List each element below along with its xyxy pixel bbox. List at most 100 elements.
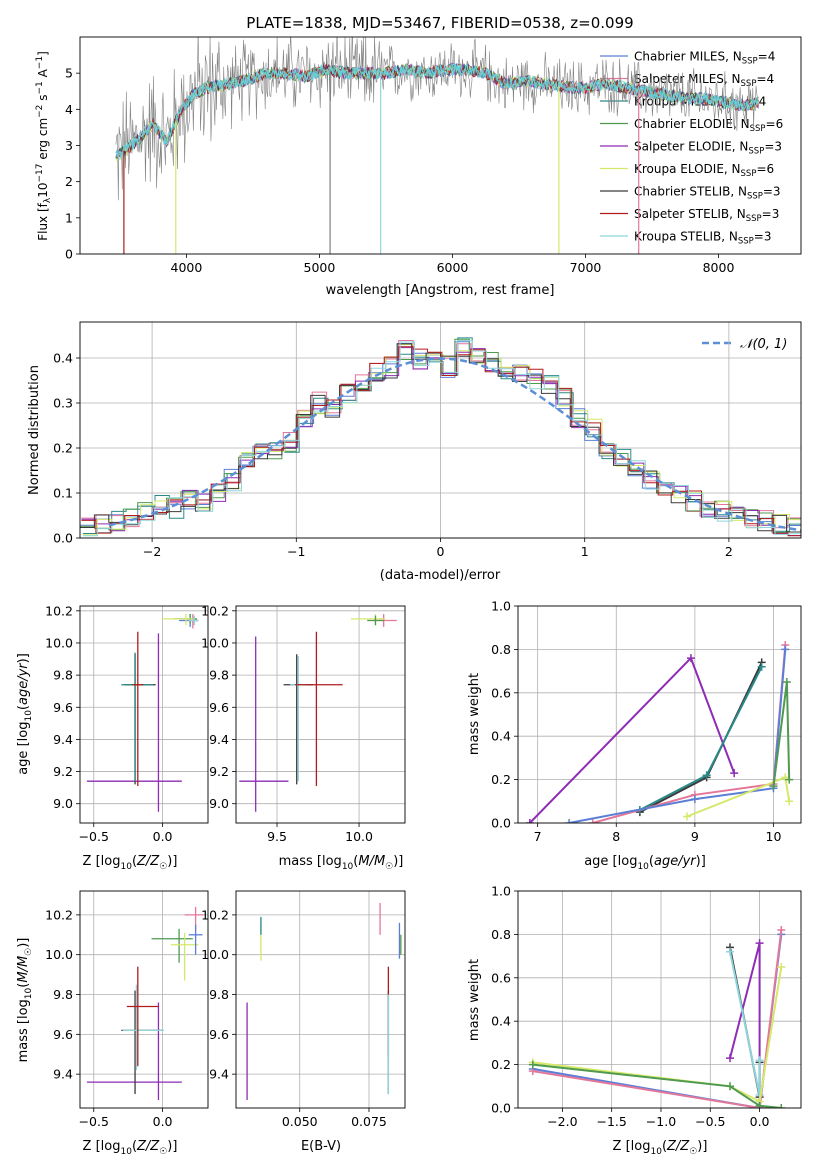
mw_age-ytick-label: 0.4 <box>491 729 511 744</box>
age_Z-ytick-label: 9.0 <box>53 796 73 811</box>
flux-plot-area <box>115 37 759 254</box>
age_mass-axes: 9.5 10.0 9.0 9.2 9.4 9.6 9.8 10.0 10.2 <box>201 603 406 844</box>
ageMass-xlabel: mass [log10(M/M☉)] <box>279 854 404 872</box>
mw_age-plot-area <box>525 641 794 823</box>
flux-legend-label: Chabrier STELIB, NSSP=3 <box>634 185 781 202</box>
hist-xtick-label: 2 <box>725 544 733 559</box>
mass_ebv-ytick-label: 10.0 <box>201 947 229 962</box>
ebv-xlabel: E(B-V) <box>301 1139 341 1154</box>
flux-legend-sub: SSP <box>746 214 762 224</box>
mass_ebv-xtick-label: 0.075 <box>351 1114 387 1129</box>
flux-ytick-label: 3 <box>65 138 73 153</box>
residual-histogram-8 <box>82 340 801 537</box>
mass-weight-point <box>528 1060 537 1069</box>
plot-layer: 4000 5000 6000 7000 8000 0 1 2 3 4 5 −2 −1 0 1 2 0.0 0.1 0… <box>27 36 802 1154</box>
mw_Z-plot-area <box>528 926 786 1108</box>
flux-ylabel-text: Flux [f <box>36 202 50 240</box>
mass-weight-line <box>532 966 783 1104</box>
mass-weight-point <box>726 947 735 956</box>
observed-spectrum-line <box>115 37 759 201</box>
mwAge-ylabel: mass weight <box>467 673 482 755</box>
flux-xtick-label: 4000 <box>171 260 203 275</box>
mwAge-xlabel: age [log10(age/yr)] <box>584 854 706 872</box>
mass-weight-point <box>785 797 794 806</box>
age_Z-ytick-label: 10.2 <box>45 603 73 618</box>
mass_Z-xtick-label: −0.5 <box>79 1114 109 1129</box>
flux-legend-label: Salpeter MILES, NSSP=4 <box>634 72 774 89</box>
mass-weight-point <box>683 812 692 821</box>
mass_Z-ytick-label: 9.6 <box>53 1027 73 1042</box>
flux-legend-label: Salpeter ELODIE, NSSP=3 <box>634 140 782 157</box>
mass-weight-point <box>781 645 790 654</box>
massZ-xlabel: Z [log10(Z/Z☉)] <box>83 1139 178 1157</box>
mass_Z-ytick-label: 10.0 <box>45 947 73 962</box>
age_mass-ytick-label: 9.0 <box>209 796 229 811</box>
mass_ebv-ytick-label: 9.6 <box>209 1027 229 1042</box>
ageZ-ylabel: age [log10(age/yr)] <box>16 653 34 775</box>
mass-weight-line <box>568 649 787 823</box>
hist-xtick-label: −1 <box>287 544 305 559</box>
hist-plot-area <box>80 337 801 537</box>
mwZ-ylabel: mass weight <box>467 959 482 1041</box>
mass_ebv-ytick-label: 10.2 <box>201 907 229 922</box>
mass-weight-point <box>782 677 791 686</box>
flux-ytick-label: 5 <box>65 66 73 81</box>
mw_age-frame <box>517 605 802 824</box>
mw_Z-xtick-label: −0.5 <box>695 1114 725 1129</box>
flux-legend-sub: SSP <box>738 237 754 247</box>
flux-legend-sub: SSP <box>741 169 757 179</box>
ageZ-xlabel: Z [log10(Z/Z☉)] <box>83 854 178 872</box>
flux-frame <box>79 36 802 255</box>
flux-ylabel: Flux [fλ10−17 erg cm−2 s−1 A−1] <box>35 51 53 241</box>
mass-weight-point <box>686 654 695 663</box>
age_mass-ytick-label: 9.6 <box>209 700 229 715</box>
flux-legend-label: Kroupa STELIB, NSSP=3 <box>634 230 772 247</box>
mw_Z-axes: −2.0 −1.5 −1.0 −0.5 0.0 0.0 0.2 0.4 0.6 0.8 1.0 <box>491 884 802 1129</box>
mass_ebv-axes: 0.050 0.075 9.4 9.6 9.8 10.0 10.2 <box>201 890 406 1129</box>
mw_Z-ytick-label: 0.4 <box>491 1014 511 1029</box>
mw_age-xtick-label: 8 <box>612 829 620 844</box>
mw_age-axes: 7 8 9 10 0.0 0.2 0.4 0.6 0.8 1.0 <box>491 599 802 844</box>
mw_Z-xtick-label: −2.0 <box>547 1114 577 1129</box>
normal-legend-label: 𝒩(0, 1) <box>740 337 787 352</box>
flux-legend-value: =3 <box>763 185 781 199</box>
flux-legend-sub: SSP <box>742 57 758 67</box>
flux-legend-label: Chabrier MILES, NSSP=4 <box>634 50 775 67</box>
mass-weight-point <box>755 1101 764 1108</box>
mass-weight-point <box>726 1082 735 1091</box>
mass_Z-ytick-label: 9.4 <box>53 1067 73 1082</box>
small-panel-labels: age [log10(age/yr)] Z [log10(Z/Z☉)] mass… <box>16 653 707 1157</box>
mw_age-ytick-label: 0.8 <box>491 642 511 657</box>
mw_Z-xtick-label: −1.0 <box>646 1114 676 1129</box>
flux-xlabel: wavelength [Angstrom, rest frame] <box>326 283 555 298</box>
flux-axes: 4000 5000 6000 7000 8000 0 1 2 3 4 5 <box>65 36 802 275</box>
flux-xtick-label: 5000 <box>304 260 336 275</box>
hist-ytick-label: 0.1 <box>53 486 73 501</box>
flux-legend-value: =6 <box>756 162 774 176</box>
mw_age-xtick-label: 10 <box>766 829 782 844</box>
mw_age-ytick-label: 0.2 <box>491 772 511 787</box>
mass_Z-ytick-label: 9.8 <box>53 987 73 1002</box>
mass_ebv-plot-area <box>246 902 402 1101</box>
age_mass-ytick-label: 9.8 <box>209 668 229 683</box>
mass_Z-xtick-label: 0.0 <box>153 1114 173 1129</box>
mass_Z-axes: −0.5 0.0 9.4 9.6 9.8 10.0 10.2 <box>45 890 209 1129</box>
flux-title: PLATE=1838, MJD=53467, FIBERID=0538, z=0… <box>246 14 633 32</box>
flux-legend-label: Kroupa ELODIE, NSSP=6 <box>634 162 774 179</box>
flux-legend-value: =3 <box>754 230 772 244</box>
flux-xtick-label: 6000 <box>437 260 469 275</box>
mw_age-ytick-label: 0.0 <box>491 816 511 831</box>
mass-weight-point <box>588 819 597 823</box>
age_Z-ytick-label: 9.4 <box>53 732 73 747</box>
age_Z-axes: −0.5 0.0 9.0 9.2 9.4 9.6 9.8 10.0 10.2 <box>45 603 209 844</box>
mass_ebv-ytick-label: 9.4 <box>209 1067 229 1082</box>
age_mass-plot-area <box>239 614 397 812</box>
massZ-ylabel: mass [log10(M/M☉)] <box>16 938 34 1063</box>
hist-ytick-label: 0.3 <box>53 396 73 411</box>
flux-legend-value: =6 <box>766 117 784 131</box>
flux-legend-label: Chabrier ELODIE, NSSP=6 <box>634 117 783 134</box>
mw_Z-ytick-label: 0.6 <box>491 970 511 985</box>
mass-weight-point <box>777 926 786 935</box>
mw_age-ytick-label: 1.0 <box>491 599 511 614</box>
